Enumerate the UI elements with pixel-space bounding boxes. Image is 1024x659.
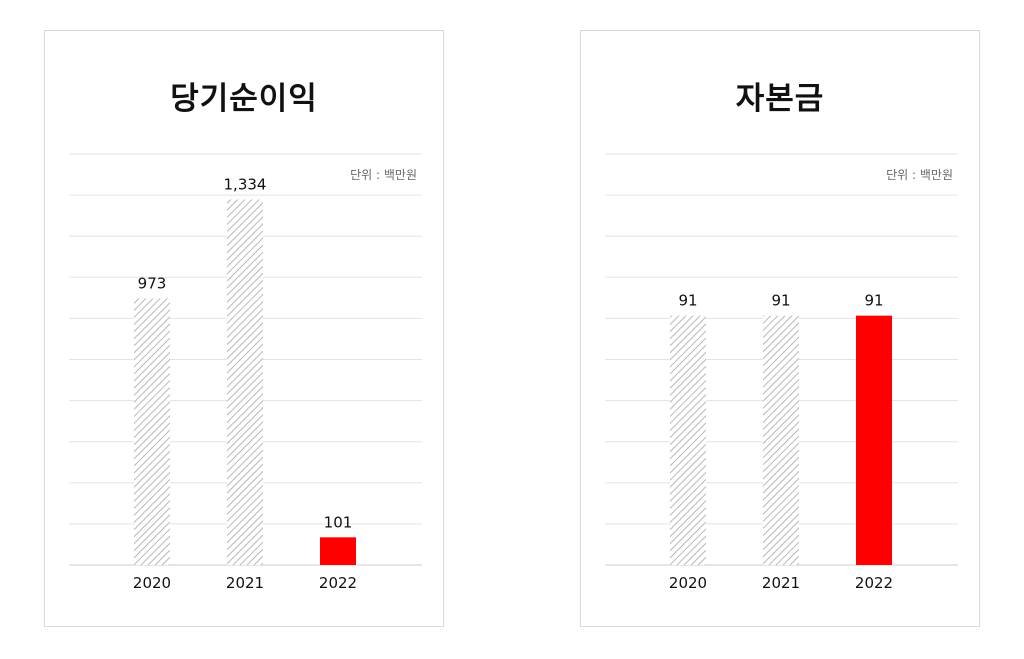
- net-income-chart-panel: 당기순이익 단위 : 백만원 973 2020 1,334 2021 101 2022: [44, 30, 444, 627]
- bar-2020: [670, 315, 706, 565]
- bar-2020: [134, 298, 170, 565]
- net-income-plot: 973 2020 1,334 2021 101 2022: [69, 153, 422, 592]
- data-label-2020: 973: [138, 274, 167, 292]
- data-label-2022: 101: [324, 513, 353, 531]
- bar-2021: [227, 199, 263, 565]
- x-tick-label-2020: 2020: [133, 574, 171, 592]
- x-tick-label-2022: 2022: [855, 574, 893, 592]
- data-label-2021: 1,334: [224, 175, 267, 193]
- chart-title: 당기순이익: [170, 81, 318, 117]
- chart-title: 자본금: [735, 81, 825, 117]
- x-tick-label-2022: 2022: [319, 574, 357, 592]
- unit-label: 단위 : 백만원: [350, 168, 417, 182]
- x-tick-label-2021: 2021: [226, 574, 264, 592]
- data-label-2022: 91: [864, 292, 883, 310]
- data-label-2020: 91: [678, 292, 697, 310]
- capital-chart-panel: 자본금 단위 : 백만원 91 2020 91 2021 91 2022: [580, 30, 980, 627]
- x-tick-label-2021: 2021: [762, 574, 800, 592]
- bar-2021: [763, 315, 799, 565]
- x-tick-label-2020: 2020: [669, 574, 707, 592]
- data-label-2021: 91: [771, 292, 790, 310]
- bar-2022: [320, 537, 356, 565]
- bar-2022: [856, 315, 892, 565]
- capital-plot: 91 2020 91 2021 91 2022: [605, 153, 958, 592]
- unit-label: 단위 : 백만원: [886, 168, 953, 182]
